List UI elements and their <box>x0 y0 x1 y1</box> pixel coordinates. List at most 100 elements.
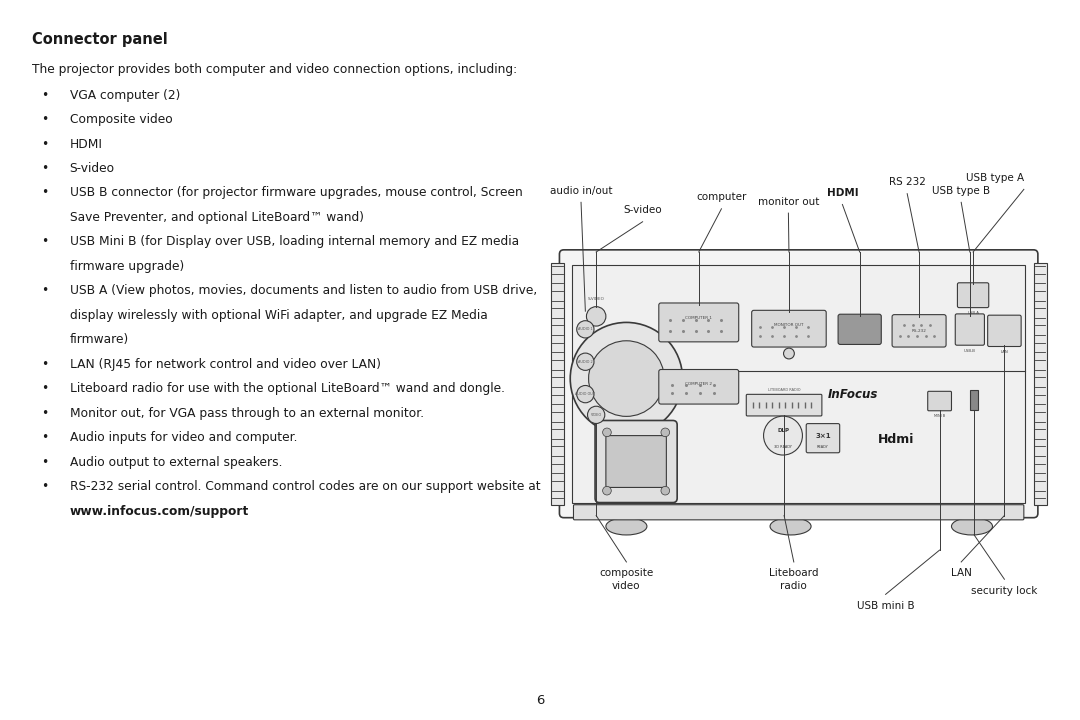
Text: monitor out: monitor out <box>758 197 819 207</box>
Circle shape <box>577 320 594 338</box>
Text: LAN: LAN <box>1000 350 1009 354</box>
Circle shape <box>603 487 611 495</box>
Text: firmware upgrade): firmware upgrade) <box>69 260 184 273</box>
Text: 3×1: 3×1 <box>815 433 831 438</box>
FancyBboxPatch shape <box>595 420 677 503</box>
Text: 6: 6 <box>536 694 544 707</box>
Circle shape <box>577 353 594 370</box>
Text: S-VIDEO: S-VIDEO <box>588 297 605 301</box>
Bar <box>970 390 978 410</box>
FancyBboxPatch shape <box>573 505 1024 520</box>
Circle shape <box>577 385 594 402</box>
Text: •: • <box>41 113 49 126</box>
Text: •: • <box>41 89 49 102</box>
Circle shape <box>661 487 670 495</box>
Text: USB mini B: USB mini B <box>856 600 915 611</box>
Circle shape <box>589 341 664 416</box>
Text: Connector panel: Connector panel <box>32 32 168 48</box>
Text: radio: radio <box>781 582 807 591</box>
Text: •: • <box>41 162 49 175</box>
Text: USB type B: USB type B <box>932 186 990 196</box>
Text: •: • <box>41 284 49 297</box>
FancyBboxPatch shape <box>746 395 822 416</box>
Circle shape <box>764 416 802 455</box>
Text: •: • <box>41 480 49 493</box>
Text: LAN: LAN <box>950 569 972 578</box>
Text: MONITOR OUT: MONITOR OUT <box>774 323 804 328</box>
Text: security lock: security lock <box>971 586 1038 595</box>
Circle shape <box>588 406 605 423</box>
Text: READY: READY <box>818 445 828 449</box>
FancyBboxPatch shape <box>956 314 985 345</box>
Text: Liteboard radio for use with the optional LiteBoard™ wand and dongle.: Liteboard radio for use with the optiona… <box>69 382 504 395</box>
Circle shape <box>586 307 606 326</box>
Circle shape <box>603 428 611 436</box>
Bar <box>551 263 564 505</box>
FancyBboxPatch shape <box>659 303 739 342</box>
Text: •: • <box>41 186 49 199</box>
Text: Audio inputs for video and computer.: Audio inputs for video and computer. <box>69 431 297 444</box>
FancyBboxPatch shape <box>806 423 840 453</box>
Text: Composite video: Composite video <box>69 113 173 126</box>
Text: COMPUTER 1: COMPUTER 1 <box>686 316 712 320</box>
FancyBboxPatch shape <box>958 283 989 307</box>
Bar <box>572 265 1025 503</box>
FancyBboxPatch shape <box>928 392 951 410</box>
Circle shape <box>784 348 795 359</box>
Text: MINI B: MINI B <box>934 414 945 418</box>
Text: www.infocus.com/support: www.infocus.com/support <box>69 505 248 518</box>
Text: Liteboard: Liteboard <box>769 569 819 578</box>
Text: firmware): firmware) <box>69 333 129 346</box>
Text: video: video <box>612 582 640 591</box>
Text: AUDIO OUT: AUDIO OUT <box>576 392 595 396</box>
Text: LAN (RJ45 for network control and video over LAN): LAN (RJ45 for network control and video … <box>69 358 380 371</box>
Text: computer: computer <box>697 192 746 202</box>
Ellipse shape <box>951 518 993 535</box>
Text: Audio output to external speakers.: Audio output to external speakers. <box>69 456 282 469</box>
Text: display wirelessly with optional WiFi adapter, and upgrade EZ Media: display wirelessly with optional WiFi ad… <box>69 309 487 322</box>
Text: AUDIO 1: AUDIO 1 <box>578 328 593 331</box>
Text: LITEBOARD RADIO: LITEBOARD RADIO <box>768 388 800 392</box>
FancyBboxPatch shape <box>988 315 1022 346</box>
Circle shape <box>570 323 683 435</box>
Text: •: • <box>41 431 49 444</box>
Text: •: • <box>41 138 49 150</box>
Circle shape <box>661 428 670 436</box>
FancyBboxPatch shape <box>752 310 826 347</box>
Text: •: • <box>41 358 49 371</box>
FancyBboxPatch shape <box>838 314 881 344</box>
Text: 3D READY: 3D READY <box>774 445 792 449</box>
Text: USB type A: USB type A <box>966 173 1024 183</box>
Text: •: • <box>41 382 49 395</box>
Text: RS-232: RS-232 <box>912 329 927 333</box>
Text: DLP: DLP <box>777 428 789 433</box>
Text: The projector provides both computer and video connection options, including:: The projector provides both computer and… <box>32 63 517 76</box>
FancyBboxPatch shape <box>892 315 946 347</box>
Text: audio in/out: audio in/out <box>550 186 612 196</box>
Text: •: • <box>41 235 49 248</box>
Text: USB-B: USB-B <box>964 349 975 353</box>
Bar <box>1034 263 1047 505</box>
Text: USB Mini B (for Display over USB, loading internal memory and EZ media: USB Mini B (for Display over USB, loadin… <box>69 235 518 248</box>
Text: •: • <box>41 456 49 469</box>
Text: HDMI: HDMI <box>69 138 103 150</box>
Text: InFocus: InFocus <box>828 387 878 400</box>
FancyBboxPatch shape <box>559 250 1038 518</box>
Text: VGA computer (2): VGA computer (2) <box>69 89 180 102</box>
Text: S-video: S-video <box>623 205 662 215</box>
Ellipse shape <box>770 518 811 535</box>
Text: RS 232: RS 232 <box>889 177 926 187</box>
Ellipse shape <box>606 518 647 535</box>
Text: USB A (View photos, movies, documents and listen to audio from USB drive,: USB A (View photos, movies, documents an… <box>69 284 537 297</box>
Text: USB B connector (for projector firmware upgrades, mouse control, Screen: USB B connector (for projector firmware … <box>69 186 523 199</box>
Text: •: • <box>41 407 49 420</box>
Text: AUDIO 2: AUDIO 2 <box>578 360 593 364</box>
Text: Hdmi: Hdmi <box>878 433 915 446</box>
Text: composite: composite <box>599 569 653 578</box>
Text: COMPUTER 2: COMPUTER 2 <box>686 382 713 385</box>
FancyBboxPatch shape <box>606 436 666 487</box>
Text: VIDEO: VIDEO <box>591 413 602 417</box>
Text: Save Preventer, and optional LiteBoard™ wand): Save Preventer, and optional LiteBoard™ … <box>69 211 364 224</box>
Text: Monitor out, for VGA pass through to an external monitor.: Monitor out, for VGA pass through to an … <box>69 407 423 420</box>
Text: RS-232 serial control. Command control codes are on our support website at: RS-232 serial control. Command control c… <box>69 480 540 493</box>
